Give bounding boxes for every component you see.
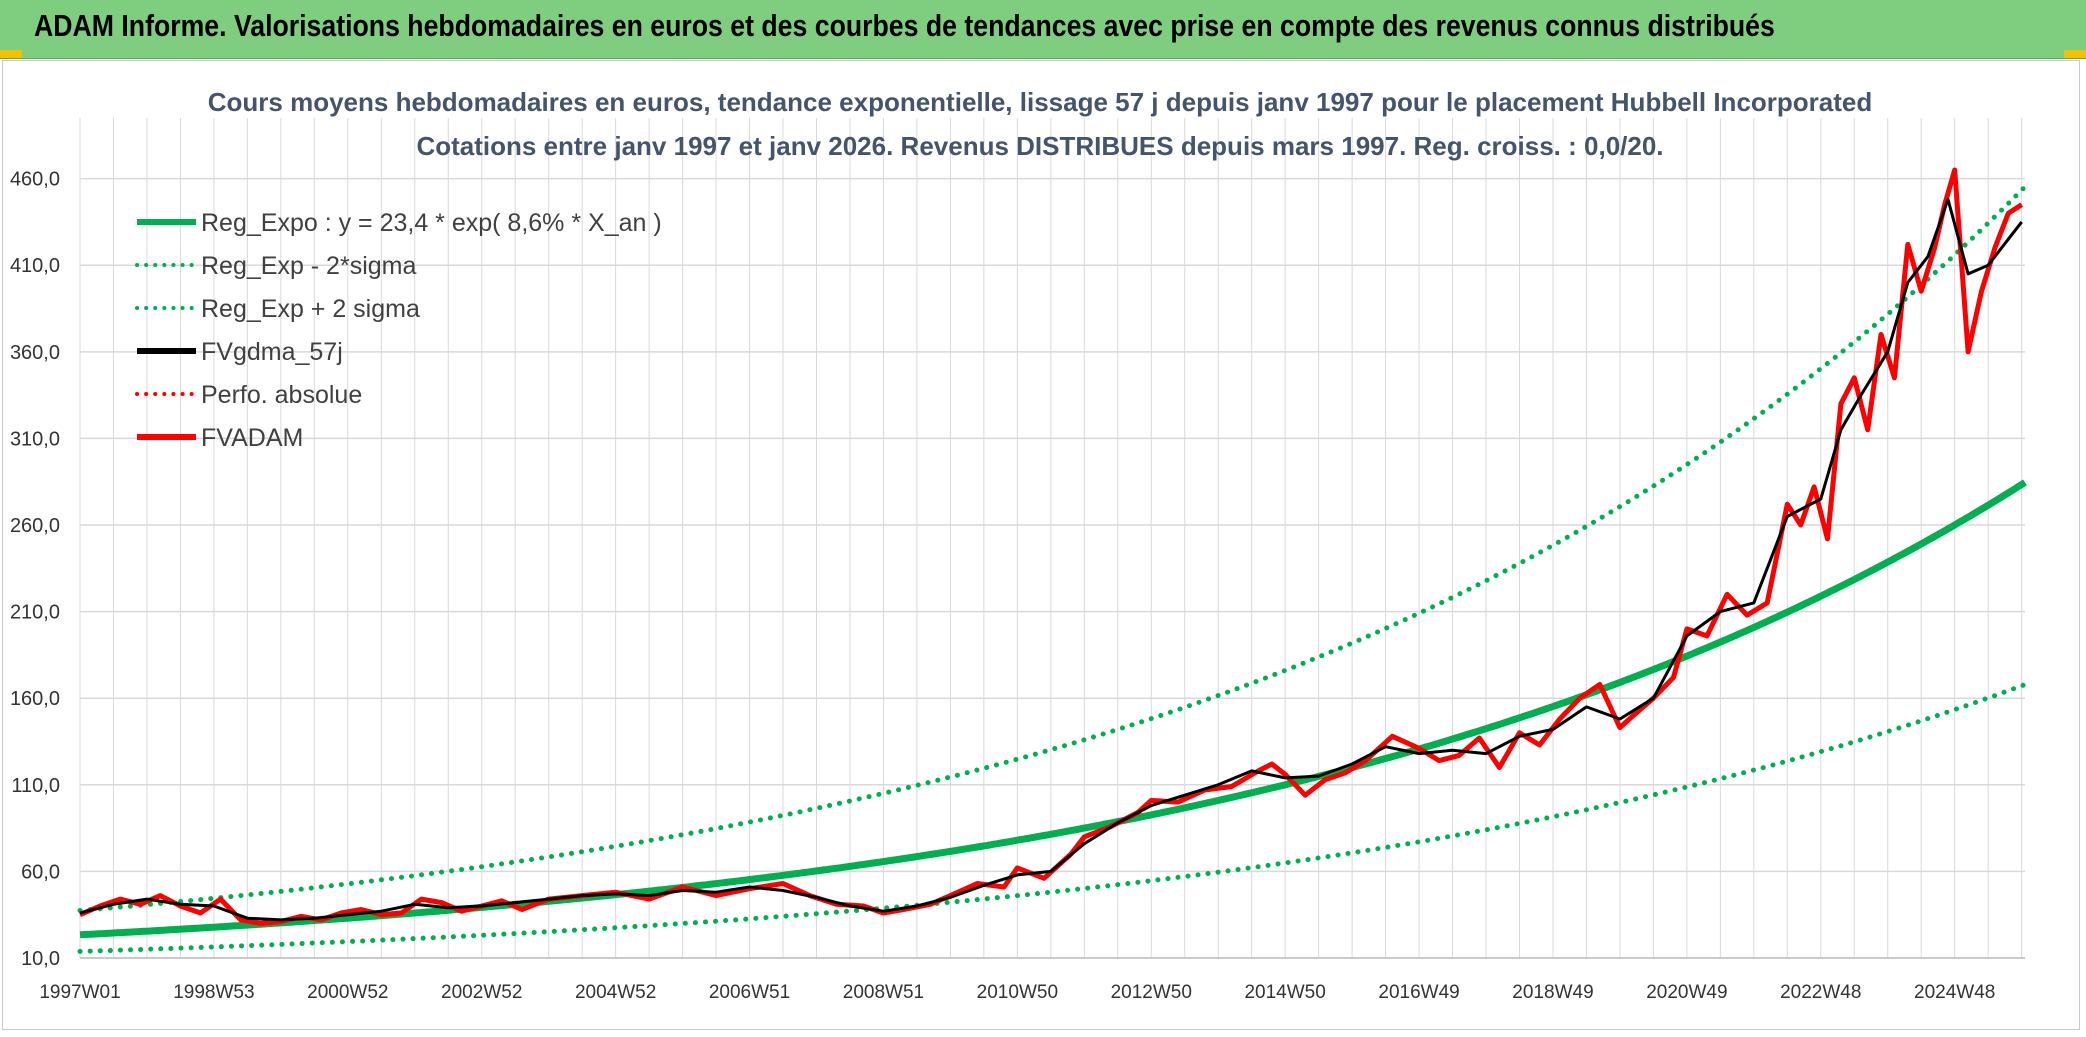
- legend: Reg_Expo : y = 23,4 * exp( 8,6% * X_an )…: [135, 209, 662, 452]
- legend-label: FVgdma_57j: [201, 338, 343, 366]
- chart-subtitle: Cotations entre janv 1997 et janv 2026. …: [416, 131, 1663, 161]
- x-tick-label: 2010W50: [977, 982, 1058, 1003]
- x-tick-label: 2000W52: [307, 982, 388, 1003]
- x-tick-label: 2004W52: [575, 982, 656, 1003]
- x-tick-label: 2012W50: [1111, 982, 1192, 1003]
- legend-label: FVADAM: [201, 424, 303, 452]
- fvadam-line: [79, 167, 2024, 926]
- reg-exp-minus-2sigma-line: [77, 682, 2028, 954]
- x-tick-label: 2006W51: [709, 982, 790, 1003]
- legend-label: Perfo. absolue: [201, 381, 362, 409]
- y-tick-label: 160,0: [10, 688, 60, 710]
- y-tick-label: 210,0: [10, 602, 60, 624]
- report-title: ADAM Informe. Valorisations hebdomadaire…: [34, 8, 1775, 43]
- series: [77, 167, 2028, 954]
- x-tick-label: 2020W49: [1646, 982, 1727, 1003]
- y-axis-ticks: 10,0 60,0 110,0 160,0 210,0 260,0 310,0 360,0 41…: [10, 169, 60, 970]
- y-tick-label: 410,0: [10, 255, 60, 277]
- grid: [79, 118, 2025, 959]
- x-tick-label: 2024W48: [1914, 982, 1995, 1003]
- x-tick-label: 1997W01: [39, 982, 120, 1003]
- x-tick-label: 2014W50: [1244, 982, 1325, 1003]
- y-tick-label: 60,0: [21, 861, 60, 883]
- x-tick-label: 2022W48: [1780, 982, 1861, 1003]
- legend-label: Reg_Expo : y = 23,4 * exp( 8,6% * X_an ): [201, 209, 662, 237]
- corner-marker-left: [0, 50, 22, 58]
- x-tick-label: 2002W52: [441, 982, 522, 1003]
- fvgdma-57j-line: [79, 197, 2023, 922]
- x-tick-label: 2018W49: [1512, 982, 1593, 1003]
- chart-frame: [2, 60, 2080, 1030]
- y-tick-label: 310,0: [10, 428, 60, 450]
- y-tick-label: 260,0: [10, 515, 60, 537]
- y-tick-label: 460,0: [10, 169, 60, 191]
- report-header: ADAM Informe. Valorisations hebdomadaire…: [0, 0, 2086, 59]
- x-tick-label: 2016W49: [1378, 982, 1459, 1003]
- x-axis-ticks: 1997W01 1998W53 2000W52 2002W52 2004W52 2006W…: [39, 982, 1995, 1003]
- legend-label: Reg_Exp + 2 sigma: [201, 295, 420, 323]
- x-tick-label: 2008W51: [843, 982, 924, 1003]
- reg-exp-plus-2sigma-line: [77, 184, 2028, 913]
- y-tick-label: 360,0: [10, 342, 60, 364]
- y-tick-label: 10,0: [21, 948, 60, 970]
- corner-marker-right: [2064, 50, 2086, 58]
- legend-label: Reg_Exp - 2*sigma: [201, 252, 416, 280]
- reg-expo-line: [79, 479, 2027, 939]
- x-tick-label: 1998W53: [173, 982, 254, 1003]
- chart-title: Cours moyens hebdomadaires en euros, ten…: [208, 87, 1873, 117]
- y-tick-label: 110,0: [11, 775, 60, 797]
